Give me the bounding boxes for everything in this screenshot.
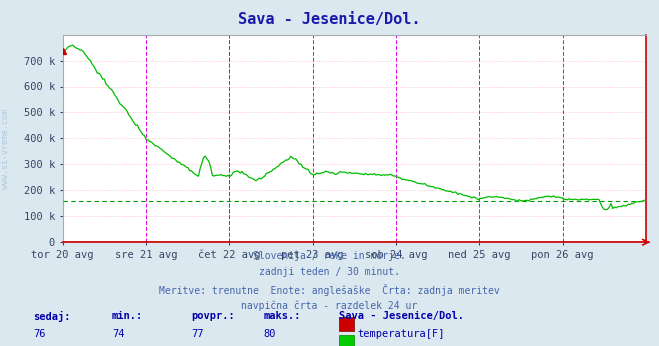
Text: sedaj:: sedaj: — [33, 311, 71, 322]
Text: Meritve: trenutne  Enote: anglešaške  Črta: zadnja meritev: Meritve: trenutne Enote: anglešaške Črta… — [159, 284, 500, 296]
Text: navpična črta - razdelek 24 ur: navpična črta - razdelek 24 ur — [241, 301, 418, 311]
Text: zadnji teden / 30 minut.: zadnji teden / 30 minut. — [259, 267, 400, 277]
Text: povpr.:: povpr.: — [191, 311, 235, 321]
Text: temperatura[F]: temperatura[F] — [358, 329, 445, 339]
Text: min.:: min.: — [112, 311, 143, 321]
Text: maks.:: maks.: — [264, 311, 301, 321]
Text: Sava - Jesenice/Dol.: Sava - Jesenice/Dol. — [239, 12, 420, 27]
Text: 74: 74 — [112, 329, 125, 339]
Text: Sava - Jesenice/Dol.: Sava - Jesenice/Dol. — [339, 311, 465, 321]
Text: 77: 77 — [191, 329, 204, 339]
Text: 76: 76 — [33, 329, 45, 339]
Text: www.si-vreme.com: www.si-vreme.com — [1, 109, 10, 189]
Text: 80: 80 — [264, 329, 276, 339]
Text: Slovenija / reke in morje.: Slovenija / reke in morje. — [253, 251, 406, 261]
